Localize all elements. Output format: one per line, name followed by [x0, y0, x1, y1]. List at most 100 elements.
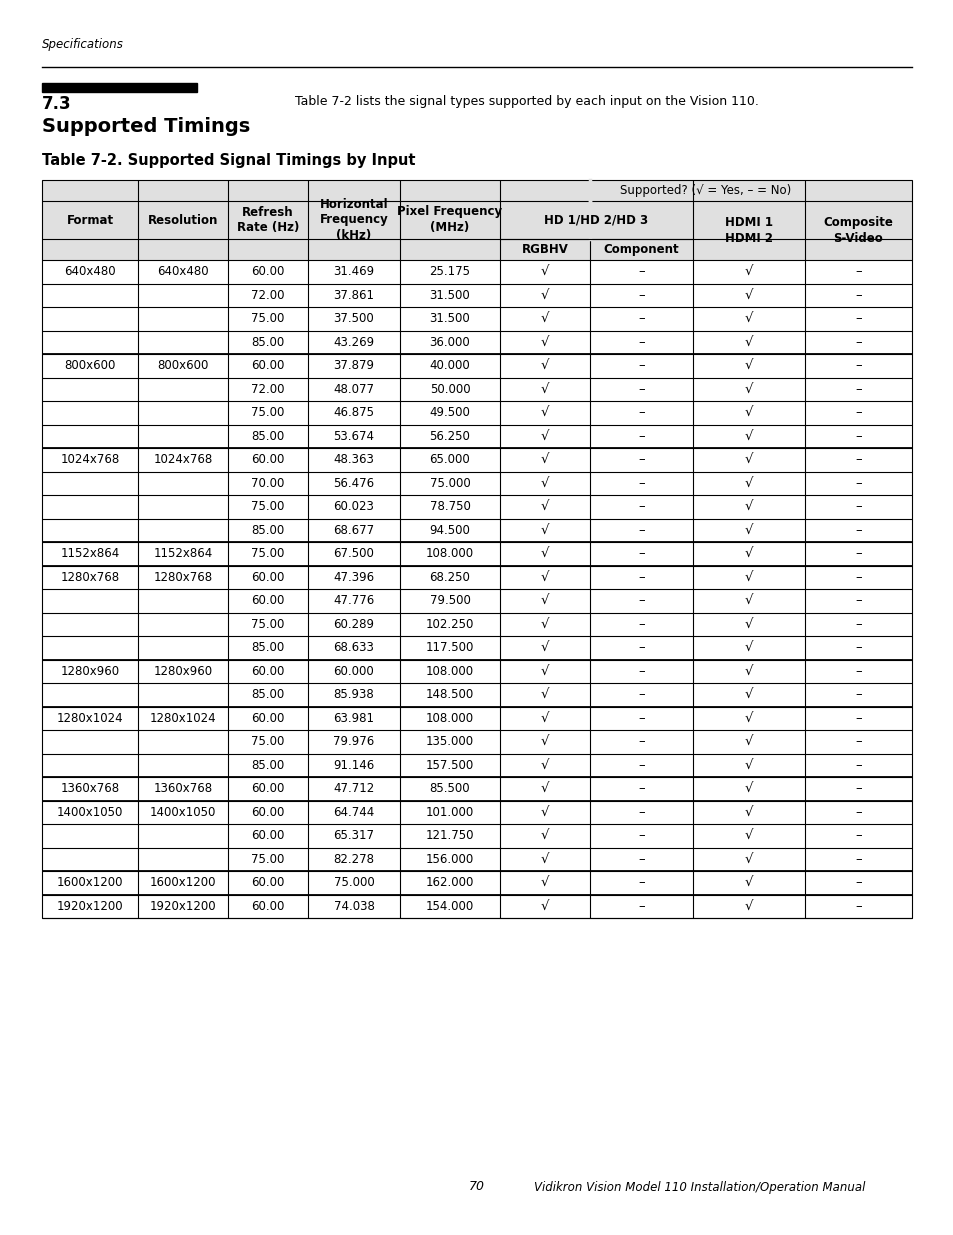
Text: Horizontal
Frequency
(kHz): Horizontal Frequency (kHz)	[319, 198, 388, 242]
Text: –: –	[854, 336, 861, 348]
Text: –: –	[854, 406, 861, 419]
Text: 1920x1200: 1920x1200	[56, 900, 123, 913]
Text: 75.00: 75.00	[251, 618, 284, 631]
Text: 85.938: 85.938	[334, 688, 374, 701]
Text: 157.500: 157.500	[425, 758, 474, 772]
Text: 1280x768: 1280x768	[60, 571, 119, 584]
Text: √: √	[744, 430, 753, 443]
Text: 108.000: 108.000	[425, 664, 474, 678]
Text: √: √	[540, 453, 549, 467]
Text: √: √	[744, 406, 753, 419]
Text: –: –	[638, 312, 644, 325]
Text: 60.00: 60.00	[251, 594, 284, 608]
Text: 85.00: 85.00	[251, 688, 284, 701]
Text: –: –	[854, 829, 861, 842]
Text: –: –	[638, 547, 644, 561]
Text: 37.879: 37.879	[334, 359, 375, 372]
Text: 75.00: 75.00	[251, 312, 284, 325]
Text: √: √	[540, 571, 549, 584]
Text: –: –	[638, 477, 644, 490]
Text: 640x480: 640x480	[64, 266, 115, 278]
Text: 85.00: 85.00	[251, 758, 284, 772]
Text: 60.00: 60.00	[251, 900, 284, 913]
Text: √: √	[540, 829, 549, 842]
Text: 108.000: 108.000	[425, 711, 474, 725]
Text: 64.744: 64.744	[333, 805, 375, 819]
Text: Vidikron Vision Model 110 Installation/Operation Manual: Vidikron Vision Model 110 Installation/O…	[534, 1181, 864, 1193]
Text: Supported? (√ = Yes, – = No): Supported? (√ = Yes, – = No)	[619, 184, 791, 198]
Text: 75.00: 75.00	[251, 500, 284, 514]
Text: –: –	[638, 571, 644, 584]
Text: √: √	[540, 618, 549, 631]
Text: –: –	[638, 359, 644, 372]
Text: 135.000: 135.000	[425, 735, 474, 748]
Text: √: √	[744, 594, 753, 608]
Text: Pixel Frequency
(MHz): Pixel Frequency (MHz)	[397, 205, 502, 235]
Text: √: √	[744, 900, 753, 913]
Text: √: √	[744, 547, 753, 561]
Text: 1152x864: 1152x864	[153, 547, 213, 561]
Text: 85.00: 85.00	[251, 524, 284, 537]
Text: 156.000: 156.000	[425, 852, 474, 866]
Text: 60.00: 60.00	[251, 266, 284, 278]
Text: √: √	[540, 735, 549, 748]
Text: –: –	[854, 477, 861, 490]
Text: –: –	[638, 406, 644, 419]
Text: √: √	[744, 383, 753, 395]
Text: 37.861: 37.861	[334, 289, 375, 301]
Text: 63.981: 63.981	[334, 711, 375, 725]
Text: –: –	[638, 641, 644, 655]
Text: –: –	[638, 453, 644, 467]
Text: 65.317: 65.317	[334, 829, 375, 842]
Text: 68.677: 68.677	[334, 524, 375, 537]
Text: √: √	[540, 594, 549, 608]
Text: 1400x1050: 1400x1050	[150, 805, 216, 819]
Text: √: √	[744, 571, 753, 584]
Text: 31.500: 31.500	[429, 289, 470, 301]
Text: √: √	[744, 477, 753, 490]
Text: 43.269: 43.269	[334, 336, 375, 348]
Text: √: √	[744, 688, 753, 701]
Text: 25.175: 25.175	[429, 266, 470, 278]
Text: √: √	[744, 500, 753, 514]
Text: 75.00: 75.00	[251, 547, 284, 561]
Text: 117.500: 117.500	[425, 641, 474, 655]
Text: √: √	[744, 312, 753, 325]
Text: 65.000: 65.000	[429, 453, 470, 467]
Text: √: √	[540, 688, 549, 701]
Text: 70.00: 70.00	[251, 477, 284, 490]
Text: –: –	[638, 430, 644, 443]
Text: 101.000: 101.000	[425, 805, 474, 819]
Text: 72.00: 72.00	[251, 383, 284, 395]
Text: 74.038: 74.038	[334, 900, 374, 913]
Text: 154.000: 154.000	[425, 900, 474, 913]
Text: 56.476: 56.476	[334, 477, 375, 490]
Text: 85.00: 85.00	[251, 641, 284, 655]
Text: √: √	[744, 266, 753, 278]
Text: –: –	[638, 688, 644, 701]
Text: –: –	[854, 782, 861, 795]
Text: 50.000: 50.000	[429, 383, 470, 395]
Text: –: –	[854, 383, 861, 395]
Text: √: √	[540, 524, 549, 537]
Text: 72.00: 72.00	[251, 289, 284, 301]
Text: 640x480: 640x480	[157, 266, 209, 278]
Text: 60.00: 60.00	[251, 664, 284, 678]
Text: 1024x768: 1024x768	[60, 453, 119, 467]
Text: 1920x1200: 1920x1200	[150, 900, 216, 913]
Text: –: –	[638, 266, 644, 278]
Text: –: –	[638, 877, 644, 889]
Text: 1280x960: 1280x960	[153, 664, 213, 678]
Text: √: √	[540, 782, 549, 795]
Text: 47.712: 47.712	[333, 782, 375, 795]
Text: –: –	[854, 877, 861, 889]
Text: 78.750: 78.750	[429, 500, 470, 514]
Text: –: –	[638, 805, 644, 819]
Text: √: √	[540, 312, 549, 325]
Text: √: √	[540, 852, 549, 866]
Text: √: √	[744, 877, 753, 889]
Text: 148.500: 148.500	[425, 688, 474, 701]
Text: –: –	[854, 500, 861, 514]
Text: 36.000: 36.000	[429, 336, 470, 348]
Text: Table 7-2. Supported Signal Timings by Input: Table 7-2. Supported Signal Timings by I…	[42, 153, 416, 168]
